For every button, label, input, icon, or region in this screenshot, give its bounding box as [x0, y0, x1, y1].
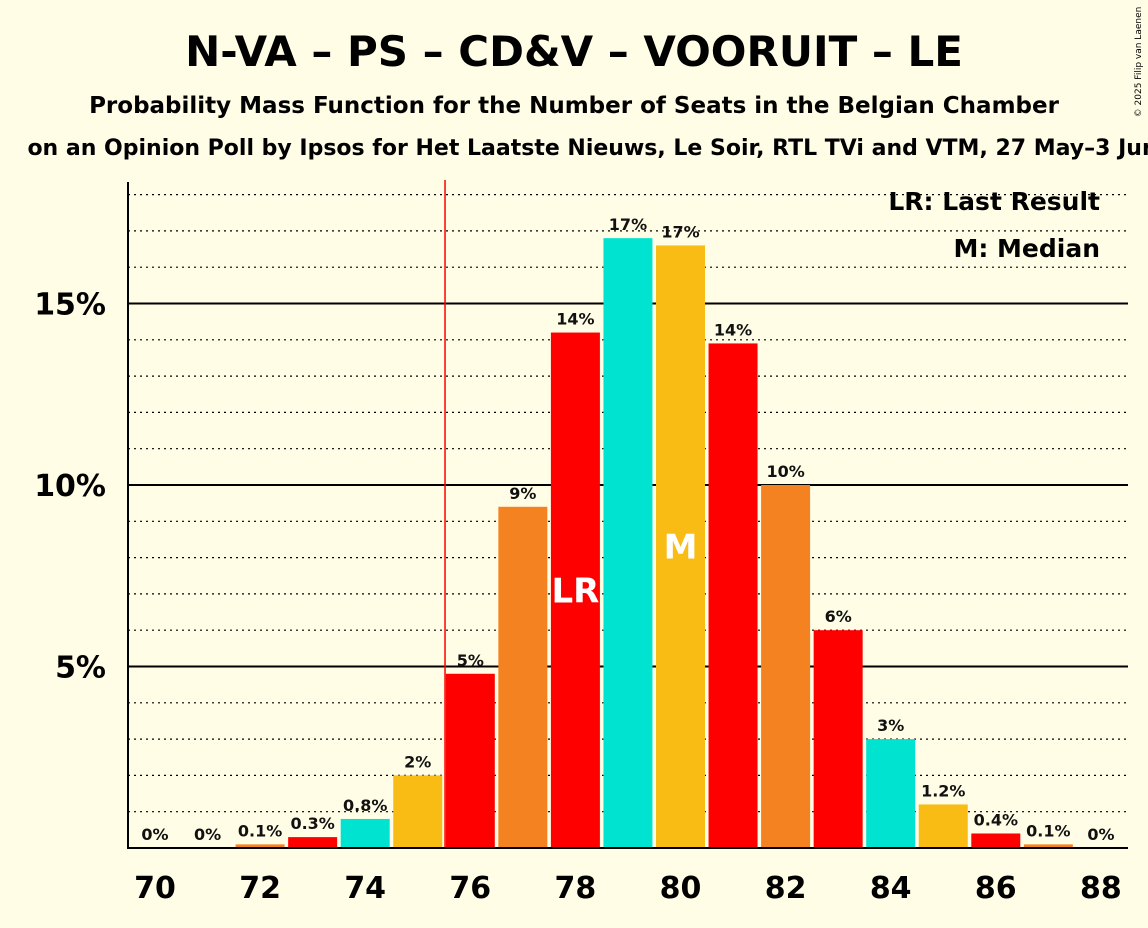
bar-78	[550, 332, 600, 848]
bar-label-74: 0.8%	[343, 796, 387, 815]
bar-85	[918, 804, 968, 848]
bar-label-83: 6%	[825, 607, 852, 626]
x-tick-label: 78	[555, 871, 597, 906]
copyright-notice: © 2025 Filip van Laenen	[1134, 7, 1144, 118]
y-tick-labels: 5% 10% 15%	[34, 288, 106, 686]
bar-87	[1023, 844, 1073, 848]
bar-label-78: 14%	[556, 310, 594, 329]
median-marker: M	[664, 528, 698, 568]
chart-source-line: on an Opinion Poll by Ipsos for Het Laat…	[27, 136, 1148, 161]
bar-label-75: 2%	[404, 752, 431, 771]
bar-75	[393, 775, 443, 848]
bar-73	[288, 837, 338, 848]
bar-81	[708, 343, 758, 848]
bar-84	[866, 739, 916, 848]
x-tick-label: 86	[975, 871, 1017, 906]
bar-label-86: 0.4%	[974, 810, 1018, 829]
bar-label-76: 5%	[457, 651, 484, 670]
x-tick-label: 72	[239, 871, 281, 906]
bar-label-77: 9%	[509, 484, 536, 503]
x-tick-label: 76	[449, 871, 491, 906]
bar-72	[235, 844, 285, 848]
bar-83	[813, 630, 863, 848]
bar-80	[656, 245, 705, 849]
bar-77	[498, 506, 548, 848]
last-result-marker: LR	[551, 571, 599, 611]
bar-label-80: 17%	[661, 222, 699, 241]
legend-median: M: Median	[953, 234, 1100, 263]
bar-label-73: 0.3%	[290, 814, 334, 833]
bar-value-labels: 0% 0% 0.1% 0.3% 0.8% 2% 5% 9% 14% 17% 17% 14% 10% 6% 3…	[141, 215, 1114, 844]
bar-label-87: 0.1%	[1026, 821, 1070, 840]
bar-86	[971, 833, 1021, 848]
axes	[127, 182, 1128, 849]
chart-subtitle: Probability Mass Function for the Number…	[89, 93, 1060, 119]
x-tick-label: 80	[660, 871, 702, 906]
x-tick-label: 74	[344, 871, 386, 906]
x-tick-label: 84	[870, 871, 912, 906]
bar-label-84: 3%	[877, 716, 904, 735]
x-tick-labels: 70 72 74 76 78 80 82 84 86 88	[134, 871, 1122, 906]
x-tick-label: 88	[1080, 871, 1122, 906]
bar-label-79: 17%	[609, 215, 647, 234]
bar-label-82: 10%	[766, 462, 804, 481]
bar-label-85: 1.2%	[921, 781, 965, 800]
x-tick-label: 82	[765, 871, 807, 906]
chart-title: N-VA – PS – CD&V – VOORUIT – LE	[185, 27, 963, 76]
bar-74	[340, 818, 390, 848]
bar-label-88: 0%	[1087, 825, 1114, 844]
y-tick-label: 10%	[34, 469, 106, 504]
bar-label-81: 14%	[714, 320, 752, 339]
bar-79	[603, 238, 653, 848]
x-tick-label: 70	[134, 871, 176, 906]
bar-82	[761, 485, 811, 848]
bar-76	[445, 673, 495, 848]
legend-last-result: LR: Last Result	[888, 187, 1100, 216]
bars	[235, 238, 1073, 849]
bar-label-71: 0%	[194, 825, 221, 844]
y-tick-label: 15%	[34, 288, 106, 323]
y-tick-label: 5%	[55, 651, 106, 686]
bar-label-70: 0%	[141, 825, 168, 844]
markers: LR M	[444, 180, 698, 848]
bar-label-72: 0.1%	[238, 821, 282, 840]
